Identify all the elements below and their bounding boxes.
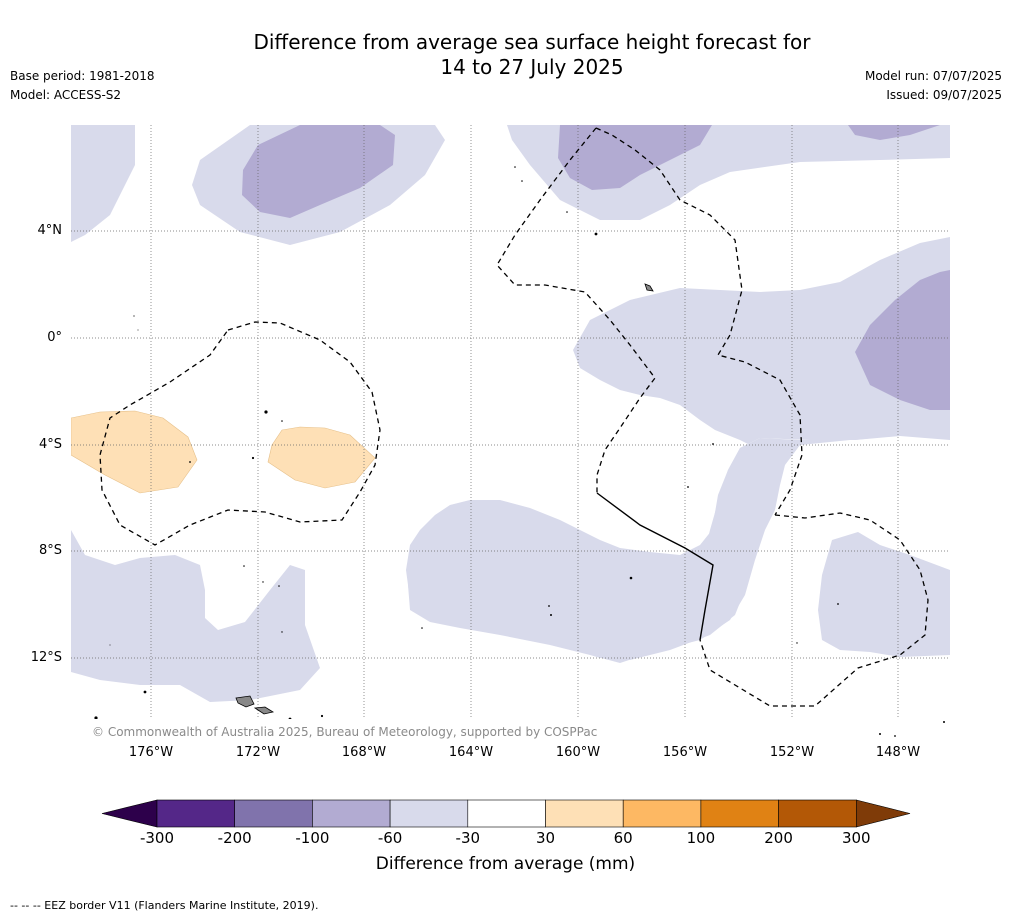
colorbar xyxy=(101,799,911,828)
colorbar-bin xyxy=(234,799,313,828)
colorbar-title: Difference from average (mm) xyxy=(375,854,636,874)
neg-anomaly-core xyxy=(848,125,940,140)
lat-label-4s: 4°S xyxy=(38,437,62,452)
colorbar-tick-label: -30 xyxy=(455,829,481,847)
lon-label-172w: 172°W xyxy=(235,745,281,760)
lon-label-148w: 148°W xyxy=(875,745,921,760)
title-line-1: Difference from average sea surface heig… xyxy=(253,30,811,54)
colorbar-extend-low xyxy=(101,799,158,828)
colorbar-tick-label: -300 xyxy=(139,829,175,847)
lon-label-168w: 168°W xyxy=(341,745,387,760)
anomaly-fields xyxy=(71,125,950,719)
colorbar-tick-label: -60 xyxy=(377,829,403,847)
island xyxy=(253,706,275,715)
neg-anomaly-area xyxy=(71,125,135,242)
model-name: Model: ACCESS-S2 xyxy=(10,88,122,102)
eez-border xyxy=(595,127,803,516)
lon-label-176w: 176°W xyxy=(128,745,174,760)
colorbar-tick-label: 300 xyxy=(841,829,871,847)
eez-border-note: -- -- -- EEZ border V11 (Flanders Marine… xyxy=(10,899,319,912)
colorbar-tick-label: 60 xyxy=(613,829,633,847)
eez-borders xyxy=(99,127,929,707)
pos-anomaly-area xyxy=(71,410,198,494)
lon-label-156w: 156°W xyxy=(662,745,708,760)
colorbar-tick-label: 100 xyxy=(686,829,716,847)
outlying-atolls xyxy=(879,721,945,737)
issued-date: Issued: 09/07/2025 xyxy=(886,88,1002,102)
neg-anomaly-core xyxy=(855,270,950,410)
colorbar-bin xyxy=(700,799,779,828)
islands xyxy=(235,283,654,715)
colorbar-extend-high xyxy=(856,799,911,828)
colorbar-tick-label: -100 xyxy=(295,829,330,847)
base-period: Base period: 1981-2018 xyxy=(10,69,155,83)
island xyxy=(644,283,654,292)
neg-anomaly-area xyxy=(818,532,950,657)
map-title: Difference from average sea surface heig… xyxy=(0,30,1011,80)
colorbar-tick-label: -200 xyxy=(217,829,252,847)
colorbar-bin xyxy=(156,799,235,828)
island xyxy=(235,695,255,708)
small-atolls xyxy=(94,166,839,719)
lat-label-12s: 12°S xyxy=(30,650,62,665)
neg-anomaly-core xyxy=(558,125,712,190)
neg-anomaly-core xyxy=(242,125,395,218)
lon-label-152w: 152°W xyxy=(769,745,815,760)
colorbar-bin xyxy=(622,799,702,828)
meta-right: Model run: 07/07/2025 Issued: 09/07/2025 xyxy=(865,67,1002,105)
lat-label-0: 0° xyxy=(47,330,62,345)
colorbar-bin xyxy=(545,799,624,828)
neg-anomaly-area xyxy=(71,530,320,702)
colorbar-bin xyxy=(467,799,546,828)
colorbar-bin xyxy=(389,799,469,828)
copyright-note: © Commonwealth of Australia 2025, Bureau… xyxy=(92,725,598,739)
pos-anomaly-area xyxy=(267,426,376,489)
model-run: Model run: 07/07/2025 xyxy=(864,69,1002,83)
colorbar-bin xyxy=(312,799,391,828)
eez-border xyxy=(496,127,656,493)
lon-label-160w: 160°W xyxy=(555,745,601,760)
colorbar-tick-label: 30 xyxy=(535,829,556,847)
eez-solid-border xyxy=(596,492,714,641)
neg-anomaly-area xyxy=(406,237,950,660)
gridlines xyxy=(71,125,950,719)
lon-label-164w: 164°W xyxy=(448,745,494,760)
title-line-2: 14 to 27 July 2025 xyxy=(440,55,624,79)
lat-label-4n: 4°N xyxy=(37,223,63,238)
eez-border xyxy=(99,321,381,546)
colorbar-tick-label: 200 xyxy=(764,829,793,847)
colorbar-bin xyxy=(778,799,857,828)
meta-left: Base period: 1981-2018 Model: ACCESS-S2 xyxy=(10,67,155,105)
eez-border xyxy=(699,512,929,707)
lat-label-8s: 8°S xyxy=(38,543,62,558)
